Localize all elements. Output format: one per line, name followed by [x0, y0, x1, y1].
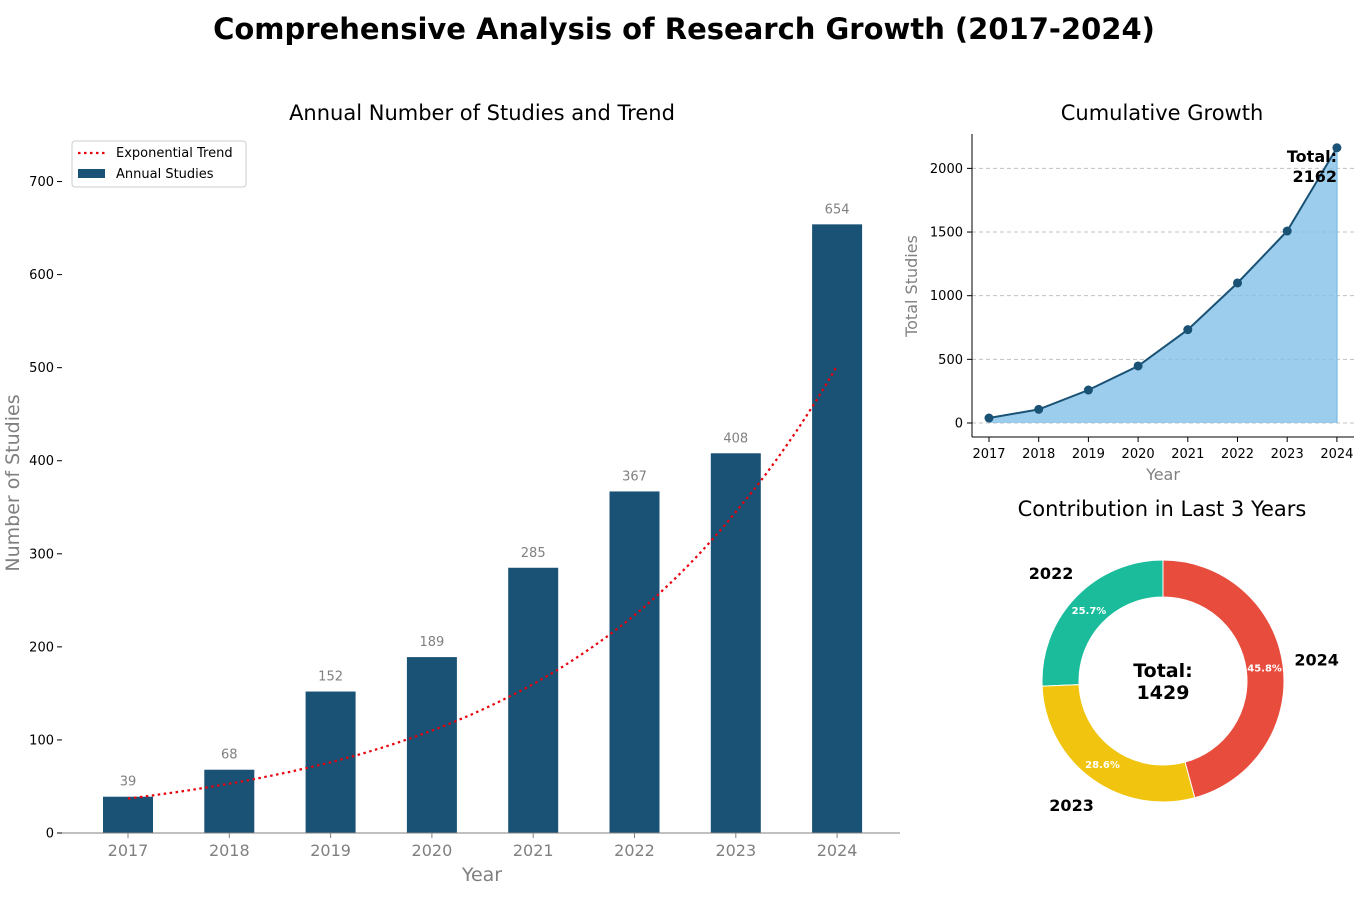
- x-tick-label-2023: 2023: [715, 841, 756, 860]
- bar-value-label-2021: 285: [521, 546, 546, 561]
- bar-2024: [812, 224, 863, 833]
- bar-2020: [406, 657, 457, 833]
- cumulative-area-fill: [989, 147, 1337, 423]
- bar-chart-y-axis-label: Number of Studies: [2, 394, 24, 571]
- cumulative-x-tick-label-2018: 2018: [1022, 447, 1055, 462]
- donut-year-label-2023: 2023: [1049, 796, 1094, 815]
- cumulative-point-2019: [1083, 385, 1093, 395]
- legend-trend-label: Exponential Trend: [116, 146, 233, 161]
- cumulative-y-tick-label-1000: 1000: [930, 289, 963, 304]
- donut-chart-title: Contribution in Last 3 Years: [1018, 497, 1307, 521]
- bar-2023: [710, 453, 761, 833]
- cumulative-point-2021: [1183, 325, 1193, 335]
- cumulative-point-2018: [1034, 404, 1044, 414]
- x-tick-label-2022: 2022: [614, 841, 655, 860]
- cumulative-x-tick-label-2017: 2017: [972, 447, 1005, 462]
- bar-value-label-2019: 152: [318, 670, 343, 685]
- bar-2022: [609, 491, 660, 833]
- donut-center-value: 1429: [1137, 682, 1190, 704]
- cumulative-x-tick-label-2023: 2023: [1271, 447, 1304, 462]
- donut-slice-2024: [1162, 559, 1285, 799]
- donut-percent-label-2023: 28.6%: [1085, 760, 1120, 771]
- x-tick-label-2021: 2021: [513, 841, 554, 860]
- cumulative-chart: Cumulative Growth Total Studies Year 0 50…: [902, 101, 1354, 484]
- y-tick-label-700: 700: [29, 175, 54, 190]
- y-tick-label-600: 600: [29, 268, 54, 283]
- bar-chart: Annual Number of Studies and Trend Numbe…: [2, 101, 900, 886]
- bar-value-label-2020: 189: [419, 635, 444, 650]
- donut-year-label-2024: 2024: [1294, 650, 1339, 669]
- cumulative-y-tick-label-1500: 1500: [930, 226, 963, 241]
- cumulative-y-tick-label-500: 500: [938, 353, 963, 368]
- cumulative-y-tick-label-0: 0: [955, 416, 963, 431]
- cumulative-total-value: 2162: [1292, 167, 1337, 186]
- cumulative-point-2020: [1133, 361, 1143, 371]
- donut-center-label: Total:: [1133, 660, 1193, 682]
- legend-bar-label: Annual Studies: [116, 167, 214, 182]
- cumulative-x-tick-label-2020: 2020: [1122, 447, 1155, 462]
- cumulative-x-tick-label-2022: 2022: [1221, 447, 1254, 462]
- bar-chart-x-axis-label: Year: [461, 864, 502, 886]
- cumulative-point-2017: [984, 413, 994, 423]
- donut-year-label-2022: 2022: [1029, 564, 1074, 583]
- bar-2021: [508, 567, 559, 833]
- bar-value-label-2018: 68: [221, 748, 238, 763]
- cumulative-point-2023: [1282, 226, 1292, 236]
- cumulative-chart-y-axis-label: Total Studies: [902, 235, 921, 338]
- x-tick-label-2017: 2017: [108, 841, 149, 860]
- cumulative-chart-x-axis-label: Year: [1145, 465, 1180, 484]
- bar-2018: [204, 769, 255, 833]
- cumulative-x-tick-label-2024: 2024: [1320, 447, 1353, 462]
- main-title: Comprehensive Analysis of Research Growt…: [213, 12, 1155, 46]
- x-tick-label-2020: 2020: [412, 841, 453, 860]
- donut-percent-label-2024: 45.8%: [1247, 663, 1282, 674]
- donut-percent-label-2022: 25.7%: [1072, 606, 1107, 617]
- y-tick-label-200: 200: [29, 640, 54, 655]
- cumulative-y-tick-label-2000: 2000: [930, 162, 963, 177]
- cumulative-total-label: Total:: [1287, 147, 1337, 166]
- bar-chart-legend: Exponential Trend Annual Studies: [71, 140, 247, 188]
- exponential-trend-line: [127, 365, 839, 800]
- cumulative-x-tick-label-2021: 2021: [1171, 447, 1204, 462]
- bar-chart-title: Annual Number of Studies and Trend: [289, 101, 675, 125]
- legend-box: [71, 140, 247, 188]
- x-tick-label-2024: 2024: [817, 841, 858, 860]
- y-tick-label-0: 0: [46, 827, 54, 842]
- y-tick-label-500: 500: [29, 361, 54, 376]
- legend-bar-swatch: [78, 169, 105, 178]
- x-tick-label-2018: 2018: [209, 841, 250, 860]
- y-tick-label-300: 300: [29, 547, 54, 562]
- x-tick-label-2019: 2019: [310, 841, 351, 860]
- bar-value-label-2017: 39: [120, 775, 137, 790]
- bar-value-label-2022: 367: [622, 469, 647, 484]
- cumulative-x-tick-label-2019: 2019: [1072, 447, 1105, 462]
- y-tick-label-100: 100: [29, 733, 54, 748]
- cumulative-point-2024: [1332, 143, 1342, 153]
- cumulative-point-2022: [1233, 278, 1242, 288]
- cumulative-chart-title: Cumulative Growth: [1061, 101, 1264, 125]
- cumulative-line: [988, 147, 1338, 419]
- bar-value-label-2023: 408: [723, 431, 748, 446]
- donut-chart: Contribution in Last 3 Years 25.7% 2022 28…: [1018, 497, 1339, 815]
- bar-value-label-2024: 654: [825, 202, 850, 217]
- bar-2017: [103, 796, 153, 833]
- y-tick-label-400: 400: [29, 454, 54, 469]
